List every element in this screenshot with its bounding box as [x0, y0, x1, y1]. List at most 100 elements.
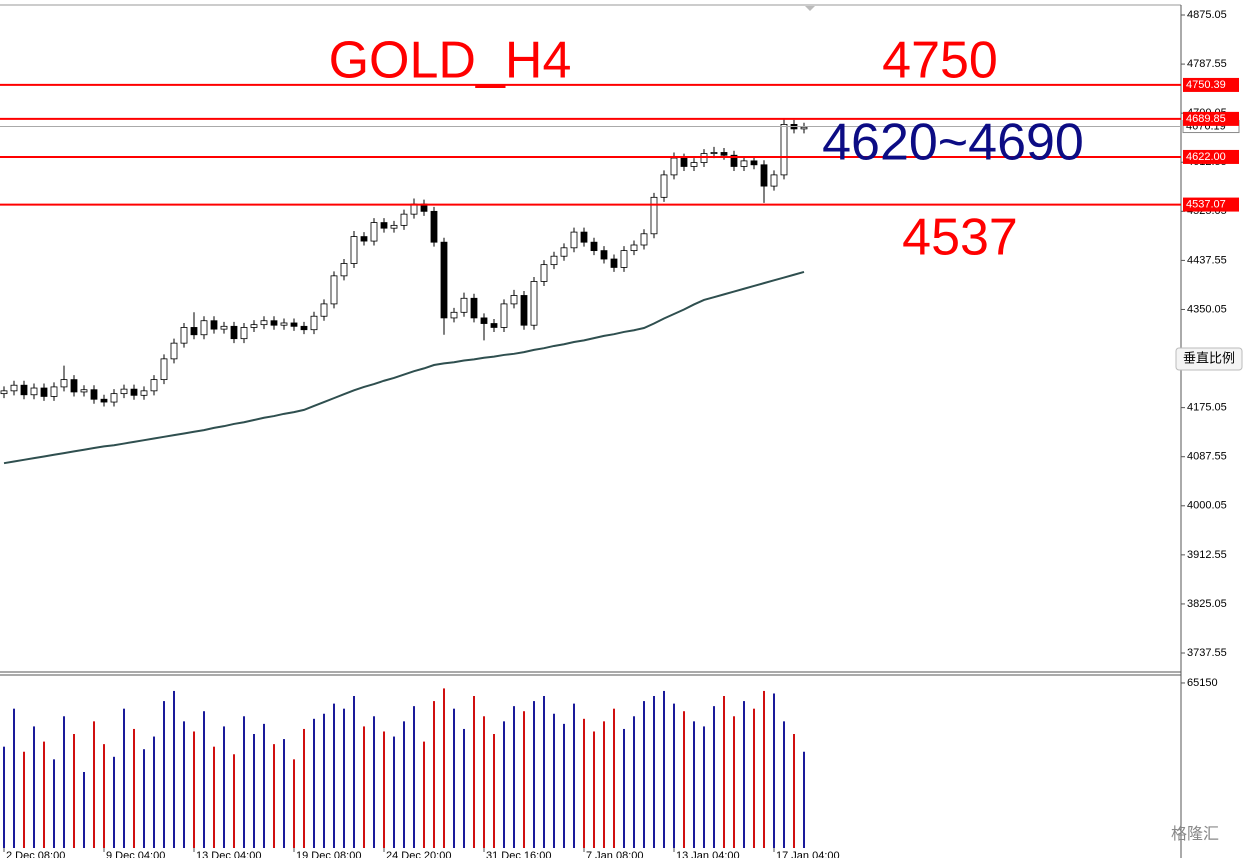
candle-body: [690, 162, 698, 167]
candle-body: [340, 263, 348, 277]
price-level-label: 4750.39: [1186, 79, 1226, 91]
volume-bar: [433, 701, 435, 848]
volume-bar: [713, 706, 715, 848]
candle-body: [40, 387, 48, 397]
candle-body: [720, 152, 728, 156]
candle-body: [580, 231, 588, 243]
x-tick-label: 17 Jan 04:00: [776, 850, 840, 858]
x-tick-label: 9 Dec 04:00: [106, 850, 165, 858]
x-tick-label: 31 Dec 16:00: [486, 850, 551, 858]
volume-bar: [393, 736, 395, 848]
candle-body: [180, 327, 188, 344]
volume-bar: [103, 744, 105, 848]
volume-bar: [503, 721, 505, 848]
volume-bar: [693, 721, 695, 848]
candle-body: [280, 322, 288, 326]
candle-body: [380, 222, 388, 229]
scale-button-label[interactable]: 垂直比例: [1183, 350, 1235, 365]
annotation: 4537: [902, 209, 1018, 267]
candle-body: [530, 281, 538, 326]
candle-body: [190, 327, 198, 336]
volume-bar: [563, 723, 565, 848]
candle-body: [390, 224, 398, 229]
candle-body: [70, 379, 78, 393]
volume-bar: [423, 741, 425, 848]
candle-body: [100, 398, 108, 403]
volume-bar: [363, 726, 365, 848]
volume-bar: [123, 708, 125, 848]
volume-bar: [73, 734, 75, 848]
annotation: 4620~4690: [822, 114, 1084, 172]
volume-bar: [403, 721, 405, 848]
volume-bar: [243, 716, 245, 848]
candle-body: [120, 388, 128, 395]
volume-bar: [543, 696, 545, 848]
candle-body: [480, 317, 488, 324]
candle-body: [170, 342, 178, 360]
volume-bar: [783, 721, 785, 848]
candle-body: [210, 320, 218, 330]
candle-body: [20, 384, 28, 396]
volume-bar: [353, 696, 355, 848]
volume-bar: [163, 701, 165, 848]
volume-tick-label: 65150: [1187, 677, 1218, 689]
price-level-box: [1183, 111, 1239, 126]
volume-bar: [583, 718, 585, 848]
volume-bar: [313, 718, 315, 848]
volume-bar: [263, 723, 265, 848]
x-tick-label: 2 Dec 08:00: [6, 850, 65, 858]
volume-bar: [3, 746, 5, 848]
volume-bar: [133, 728, 135, 848]
candle-body: [510, 295, 518, 305]
candle-body: [500, 303, 508, 328]
volume-bar: [683, 711, 685, 848]
candle-body: [150, 379, 158, 392]
candle-body: [140, 390, 148, 396]
volume-bar: [513, 706, 515, 848]
volume-bar: [793, 734, 795, 848]
price-level-box: [1183, 149, 1239, 164]
candle-body: [550, 255, 558, 266]
candle-body: [230, 325, 238, 340]
candle-body: [270, 320, 278, 326]
candle-body: [440, 241, 448, 319]
candle-body: [110, 393, 118, 403]
scale-button-box[interactable]: [1175, 347, 1243, 371]
volume-bar: [653, 696, 655, 848]
volume-bar: [63, 716, 65, 848]
y-tick-label: 3912.55: [1187, 549, 1227, 561]
price-level-label: 4537.07: [1186, 198, 1226, 210]
candle-body: [620, 250, 628, 268]
volume-bar: [43, 741, 45, 848]
volume-bar: [603, 721, 605, 848]
volume-bar: [593, 731, 595, 848]
x-tick-label: 13 Jan 04:00: [676, 850, 740, 858]
candle-body: [680, 157, 688, 167]
y-tick-label: 4787.55: [1187, 58, 1227, 70]
volume-bar: [773, 693, 775, 848]
volume-bar: [493, 734, 495, 848]
volume-bar: [453, 708, 455, 848]
volume-bar: [483, 716, 485, 848]
volume-bar: [93, 721, 95, 848]
volume-bar: [413, 706, 415, 848]
volume-bar: [53, 759, 55, 848]
candle-body: [640, 233, 648, 246]
candle-body: [600, 250, 608, 260]
candle-body: [250, 324, 258, 328]
candle-body: [700, 153, 708, 163]
scale-button[interactable]: 垂直比例: [1175, 347, 1243, 371]
candle-body: [290, 322, 298, 327]
y-tick-label: 4175.05: [1187, 402, 1227, 414]
volume-bar: [23, 751, 25, 848]
candle-body: [750, 160, 758, 166]
volume-bar: [283, 739, 285, 848]
volume-bar: [203, 711, 205, 848]
candle-body: [520, 295, 528, 326]
volume-bar: [233, 754, 235, 848]
volume-bar: [293, 759, 295, 848]
volume-bar: [723, 696, 725, 848]
candle-body: [800, 126, 808, 130]
candle-body: [330, 275, 338, 305]
candle-body: [200, 320, 208, 336]
